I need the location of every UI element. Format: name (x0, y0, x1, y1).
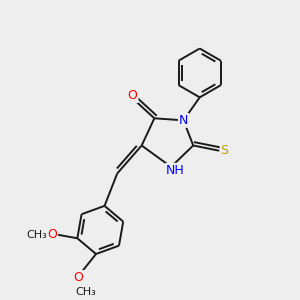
Text: O: O (128, 89, 137, 102)
Text: S: S (220, 144, 229, 157)
Text: NH: NH (166, 164, 185, 177)
Text: N: N (179, 114, 188, 127)
Text: CH₃: CH₃ (75, 287, 96, 297)
Text: O: O (74, 271, 83, 284)
Text: CH₃: CH₃ (26, 230, 47, 240)
Text: O: O (47, 228, 57, 241)
